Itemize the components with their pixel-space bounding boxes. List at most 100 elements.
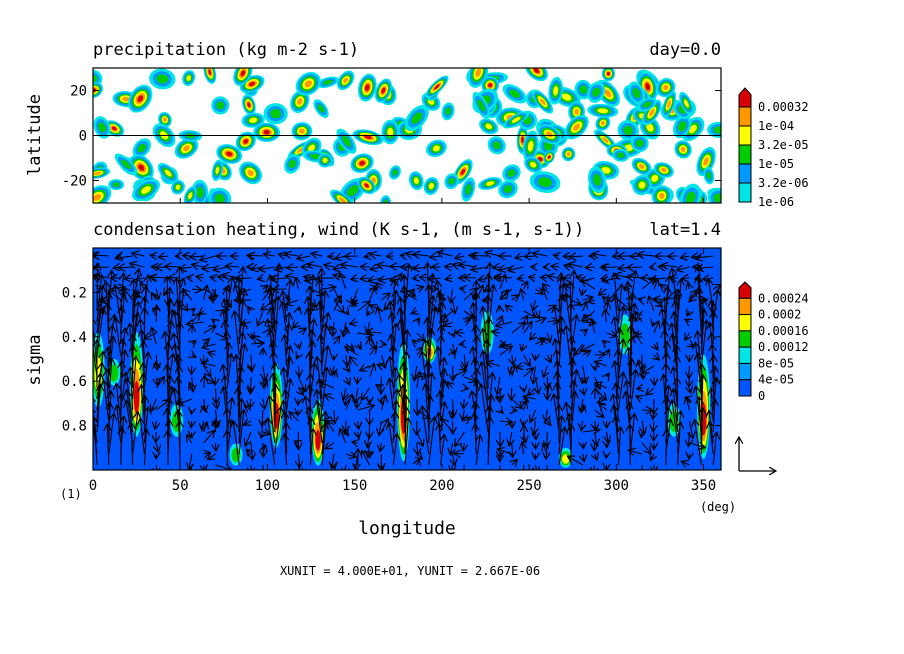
x-tick-label: 100 — [255, 478, 280, 494]
wind-vector — [649, 296, 654, 312]
wind-vector — [93, 330, 98, 378]
wind-vector — [464, 417, 470, 421]
wind-vector — [97, 263, 98, 312]
precip-contour — [645, 82, 651, 91]
wind-vector — [440, 391, 441, 422]
wind-vector — [367, 431, 369, 447]
wind-vector — [445, 267, 453, 268]
wind-vector — [380, 442, 381, 452]
colorbar-swatch — [738, 125, 752, 146]
wind-vector — [641, 432, 642, 438]
x-tick-label: 250 — [516, 478, 541, 494]
wind-vector — [322, 412, 325, 455]
wind-vector — [361, 387, 371, 400]
wind-vector — [451, 288, 453, 303]
wind-vector — [530, 409, 535, 423]
wind-vector — [677, 378, 678, 422]
wind-vector — [257, 278, 263, 279]
wind-vector — [583, 302, 587, 312]
precip-contour — [553, 86, 559, 96]
wind-vector — [681, 461, 690, 465]
wind-vector — [400, 255, 405, 256]
wind-vector — [190, 464, 193, 470]
wind-vector — [687, 311, 689, 316]
wind-vector — [151, 398, 156, 411]
wind-vector — [328, 256, 334, 257]
wind-vector — [558, 427, 565, 466]
precip-contour — [530, 161, 537, 168]
precip-contour — [186, 75, 191, 81]
wind-vector — [417, 318, 420, 322]
wind-vector — [405, 418, 408, 466]
wind-vector — [183, 255, 192, 256]
wind-vector — [370, 286, 376, 301]
colorbar-label: 1e-04 — [758, 119, 794, 133]
wind-vector — [654, 321, 659, 334]
wind-vector — [93, 255, 109, 256]
wind-vector — [512, 410, 517, 411]
wind-vector — [131, 422, 132, 466]
wind-vector — [499, 464, 501, 470]
precip-contour — [137, 95, 144, 103]
wind-vector — [654, 355, 659, 360]
wind-vector — [215, 465, 232, 470]
wind-vector — [322, 423, 326, 466]
colorbar-swatch — [738, 182, 752, 203]
x-tick-label: 50 — [172, 478, 189, 494]
wind-vector — [488, 417, 490, 466]
wind-vector — [455, 256, 465, 258]
wind-vector — [499, 305, 500, 311]
wind-vector — [191, 289, 202, 290]
precip-contour — [706, 171, 712, 180]
wind-vector — [158, 256, 169, 257]
wind-vector — [522, 442, 524, 455]
wind-vector — [192, 308, 195, 311]
wind-vector — [650, 267, 654, 268]
wind-vector — [412, 340, 417, 344]
wind-vector — [547, 384, 549, 400]
x-tick-label: 200 — [429, 478, 454, 494]
wind-vector — [340, 273, 347, 290]
precip-contour — [364, 135, 372, 140]
wind-vector — [535, 355, 536, 360]
wind-vector — [253, 336, 264, 345]
heating-lat-label: lat=1.4 — [649, 220, 721, 240]
wind-vector — [248, 307, 251, 311]
wind-vector — [568, 264, 583, 267]
wind-vector — [271, 277, 275, 278]
wind-vector — [500, 344, 512, 346]
precip-contour — [683, 99, 689, 108]
wind-vector — [121, 306, 122, 345]
wind-vector — [346, 366, 350, 372]
wind-vector — [678, 290, 679, 334]
wind-vector — [636, 396, 642, 399]
precip-contour — [263, 129, 270, 135]
wind-vector — [204, 465, 205, 470]
wind-vector — [274, 407, 281, 455]
wind-vector — [616, 383, 619, 422]
precip-contour — [574, 108, 579, 115]
wind-vector — [536, 376, 539, 394]
wind-vector — [192, 341, 196, 344]
wind-vector — [151, 293, 156, 300]
wind-vector — [471, 267, 489, 270]
wind-vector — [155, 420, 156, 429]
wind-vector — [453, 351, 455, 355]
wind-vector — [607, 350, 610, 356]
wind-vector — [633, 331, 643, 345]
wind-vector — [689, 376, 690, 387]
wind-vector — [555, 306, 560, 345]
colorbar-swatch — [738, 330, 752, 348]
wind-vector — [606, 333, 617, 336]
precip-contour — [297, 98, 303, 105]
precip-contour — [243, 139, 249, 144]
colorbar-label: 0 — [758, 389, 765, 403]
wind-vector — [346, 432, 349, 436]
wind-vector — [429, 329, 432, 378]
precip-contour — [503, 185, 513, 194]
wind-vector — [156, 362, 157, 366]
wind-vector — [417, 454, 423, 459]
wind-vector — [238, 388, 239, 433]
precip-contour — [638, 181, 646, 189]
wind-vector — [376, 283, 382, 289]
